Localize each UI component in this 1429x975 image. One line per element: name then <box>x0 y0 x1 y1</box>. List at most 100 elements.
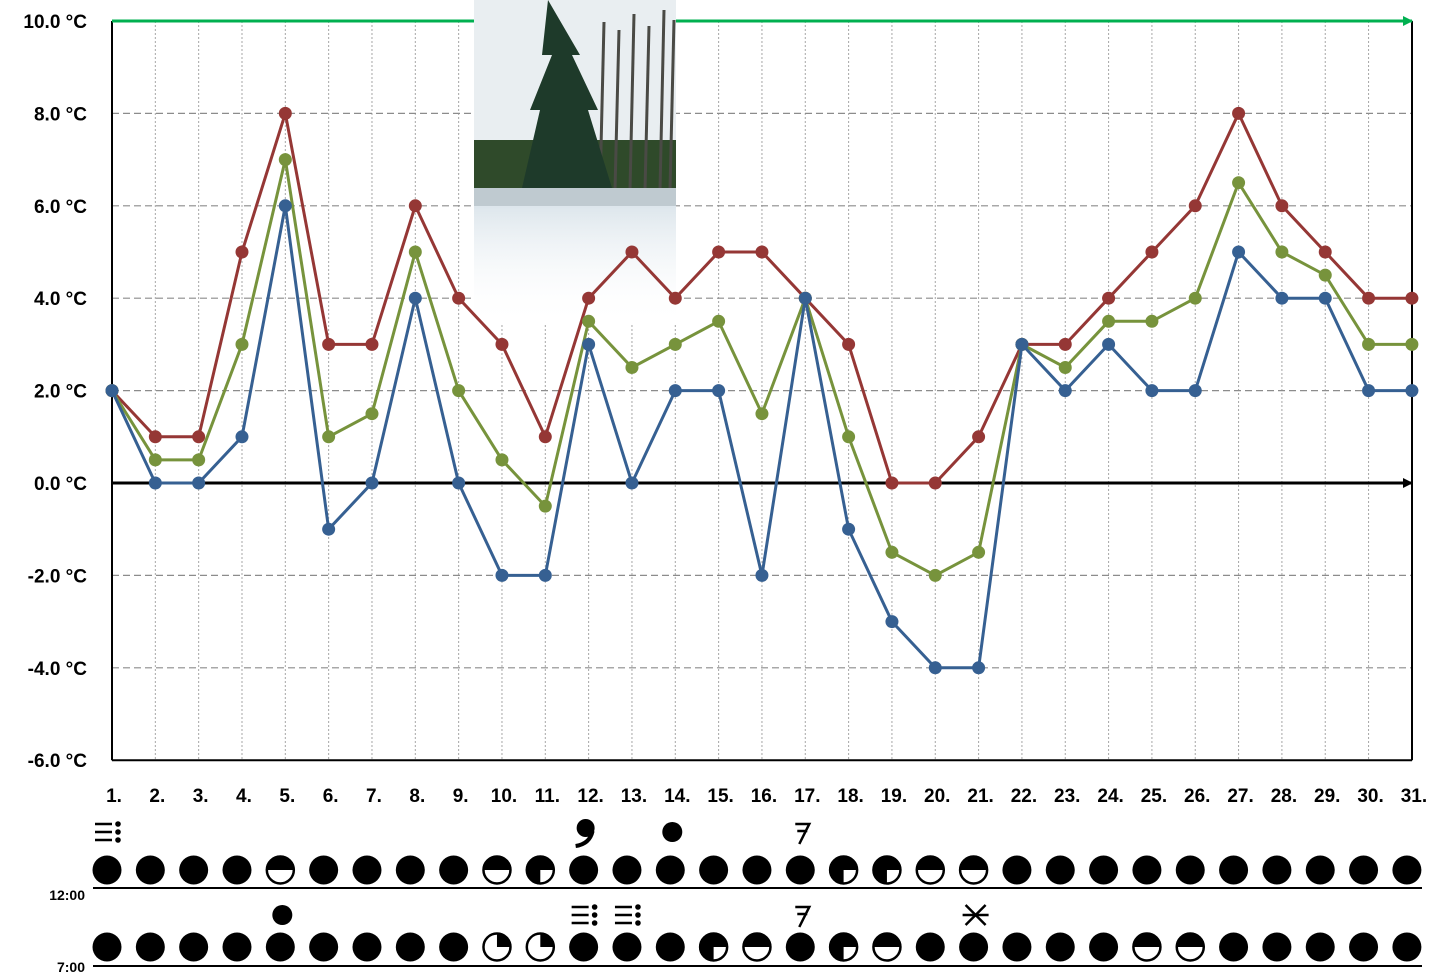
y-tick-label: 2.0 °C <box>34 382 87 403</box>
cloud-full-icon <box>439 855 469 885</box>
cloud-full-icon <box>1045 932 1075 962</box>
cloud-full-icon <box>439 932 469 962</box>
data-point <box>842 522 856 536</box>
y-tick-label: 10.0 °C <box>23 12 87 33</box>
data-point <box>1405 337 1419 351</box>
weather-symbols: 12:00 7:00 <box>49 819 1422 975</box>
photo-bare-tree <box>628 13 636 191</box>
cloud-full-icon <box>1219 855 1249 885</box>
fog-dot <box>591 912 598 918</box>
data-point <box>192 476 206 490</box>
data-point <box>1232 176 1246 190</box>
cloud-full-icon <box>1089 855 1119 885</box>
data-point <box>582 314 596 328</box>
photo-snow-edge <box>474 188 676 208</box>
x-tick-label: 2. <box>149 786 165 807</box>
data-point <box>1318 245 1332 259</box>
drizzle-tail <box>575 830 595 848</box>
data-point <box>1232 245 1246 259</box>
fog-dot <box>635 904 641 910</box>
data-point <box>365 476 379 490</box>
y-tick-label: 4.0 °C <box>34 289 87 310</box>
y-tick-label: 8.0 °C <box>34 104 87 125</box>
data-point <box>1145 314 1159 328</box>
data-point <box>1275 245 1289 259</box>
x-tick-label: 23. <box>1054 786 1080 807</box>
x-tick-label: 26. <box>1184 786 1210 807</box>
cloud-full-icon <box>785 855 815 885</box>
data-point <box>1058 384 1072 398</box>
data-point <box>885 615 899 629</box>
cloud-full-icon <box>569 855 599 885</box>
cloud-fill <box>742 932 772 947</box>
cloud-full-icon <box>1349 932 1379 962</box>
data-point <box>1405 384 1419 398</box>
data-point <box>278 153 292 167</box>
y-tick-label: -2.0 °C <box>28 566 88 587</box>
cloud-full-icon <box>1392 855 1422 885</box>
x-tick-label: 10. <box>491 786 517 807</box>
x-tick-label: 16. <box>751 786 777 807</box>
data-point <box>755 245 769 259</box>
cloud-full-icon <box>655 932 685 962</box>
data-point <box>842 430 856 444</box>
cloud-full-icon <box>612 855 642 885</box>
data-point <box>322 430 336 444</box>
fog-dot <box>115 837 121 843</box>
data-point <box>1232 106 1246 120</box>
x-tick-label: 24. <box>1097 786 1123 807</box>
cloud-fill <box>496 932 512 947</box>
x-tick-label: 9. <box>453 786 469 807</box>
x-tick-label: 22. <box>1011 786 1037 807</box>
cloud-fill <box>829 855 859 885</box>
data-point <box>452 476 466 490</box>
cloud-fill <box>872 855 902 885</box>
cloud-full-icon <box>222 932 252 962</box>
data-point <box>1362 384 1376 398</box>
data-point <box>105 384 119 398</box>
cloud-full-icon <box>352 932 382 962</box>
data-point <box>408 245 422 259</box>
data-point <box>148 430 162 444</box>
cloud-full-icon <box>1262 932 1292 962</box>
cloud-full-icon <box>92 932 122 962</box>
cloud-full-icon <box>742 855 772 885</box>
data-point <box>712 384 726 398</box>
drizzle-icon <box>575 819 595 848</box>
cloud-full-icon <box>1262 855 1292 885</box>
data-point <box>582 291 596 305</box>
data-point <box>235 430 249 444</box>
fog-dot <box>591 920 598 926</box>
fog-icon <box>614 904 641 926</box>
cloud-full-icon <box>569 932 599 962</box>
cloud-fill <box>829 932 859 962</box>
rain-icon <box>272 905 293 925</box>
data-point <box>408 199 422 213</box>
cloud-fill <box>699 932 729 962</box>
winter-photo <box>474 0 676 326</box>
data-point <box>1102 337 1116 351</box>
fog-dot <box>115 829 121 835</box>
x-tick-label: 25. <box>1141 786 1167 807</box>
cloud-full-icon <box>1045 855 1075 885</box>
cloud-full-icon <box>1305 855 1335 885</box>
x-tick-label: 20. <box>924 786 950 807</box>
cloud-full-icon <box>1132 855 1162 885</box>
data-point <box>712 245 726 259</box>
data-point <box>928 661 942 675</box>
x-tick-label: 21. <box>967 786 993 807</box>
cloud-fill <box>1175 932 1205 947</box>
cloud-fill <box>959 855 989 870</box>
data-point <box>1405 291 1419 305</box>
data-point <box>278 106 292 120</box>
x-tick-label: 31. <box>1401 786 1427 807</box>
data-point <box>192 430 206 444</box>
data-point <box>1188 199 1202 213</box>
y-tick-label: 6.0 °C <box>34 197 87 218</box>
gridlines <box>112 21 1413 761</box>
x-tick-label: 15. <box>707 786 733 807</box>
rain-icon <box>662 822 683 842</box>
photo-snow-reflection <box>474 206 676 326</box>
fog-dot <box>635 912 641 918</box>
